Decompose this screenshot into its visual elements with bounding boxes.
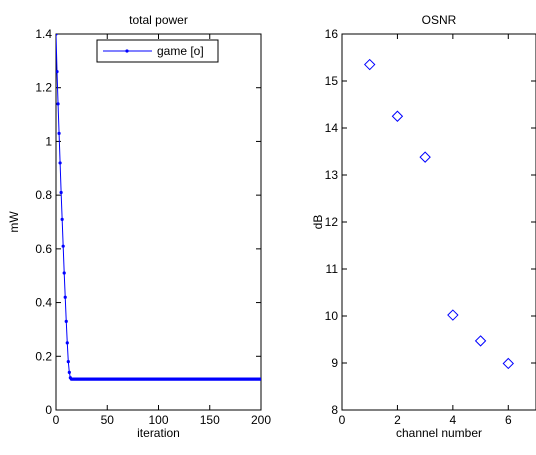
y-axis-label: dB bbox=[311, 215, 325, 230]
data-point bbox=[364, 58, 376, 71]
data-point bbox=[259, 377, 261, 381]
data-point bbox=[65, 341, 69, 345]
chart-title: total power bbox=[129, 13, 188, 27]
plot-area-frame bbox=[55, 33, 262, 411]
y-tick-label: 0 bbox=[45, 403, 52, 417]
data-point bbox=[61, 244, 65, 248]
x-tick-label: 200 bbox=[251, 413, 271, 427]
y-tick-label: 8 bbox=[331, 403, 338, 417]
data-point bbox=[502, 357, 514, 370]
data-point bbox=[66, 360, 70, 364]
series-1 bbox=[364, 58, 514, 370]
chart-1: total power 0 50 100 150 200 0 0.2 0.4 0.6 0.8 1 1.2… bbox=[7, 13, 271, 440]
data-point bbox=[447, 309, 459, 321]
y-tick-label: 16 bbox=[325, 27, 339, 41]
legend-label: game [o] bbox=[157, 44, 204, 58]
x-tick-label: 4 bbox=[450, 413, 457, 427]
y-tick-label: 11 bbox=[326, 262, 339, 276]
y-tick-label: 15 bbox=[325, 74, 339, 88]
y-tick-label: 1.2 bbox=[35, 81, 52, 95]
y-axis-label: mW bbox=[7, 211, 21, 233]
legend: game [o] bbox=[96, 39, 219, 63]
legend-marker bbox=[125, 49, 129, 53]
x-tick-label: 100 bbox=[148, 413, 168, 427]
y-tick-label: 1 bbox=[45, 134, 52, 148]
data-point bbox=[474, 335, 487, 347]
y-tick-label: 9 bbox=[331, 356, 338, 370]
y-tick-label: 14 bbox=[325, 121, 339, 135]
x-tick-label: 0 bbox=[53, 413, 60, 427]
y-tick-label: 0.8 bbox=[35, 188, 52, 202]
data-point bbox=[62, 271, 66, 275]
x-tick-label: 150 bbox=[200, 413, 220, 427]
data-point bbox=[58, 161, 62, 165]
legend-box bbox=[96, 39, 219, 63]
y-tick-label: 0.4 bbox=[35, 296, 52, 310]
y-tick-label: 0.2 bbox=[35, 349, 52, 363]
data-point bbox=[59, 190, 63, 195]
data-point bbox=[56, 34, 58, 36]
y-tick-label: 13 bbox=[325, 168, 339, 182]
y-tick-label: 10 bbox=[325, 309, 339, 323]
data-point bbox=[419, 151, 431, 163]
plot-area-frame bbox=[341, 33, 536, 411]
data-point bbox=[57, 131, 61, 135]
x-tick-label: 0 bbox=[339, 413, 346, 427]
data-point bbox=[67, 370, 71, 374]
x-axis-label: iteration bbox=[137, 426, 180, 440]
chart-title: OSNR bbox=[422, 13, 457, 27]
data-point bbox=[56, 70, 59, 74]
chart-2: OSNR 0 2 4 6 8 9 10 11 12 13 14 15 16 channel number dB bbox=[311, 13, 536, 440]
data-point bbox=[64, 319, 68, 323]
x-tick-label: 2 bbox=[394, 413, 401, 427]
y-tick-label: 1.4 bbox=[35, 27, 52, 41]
data-point bbox=[56, 102, 60, 106]
series-1 bbox=[56, 34, 261, 381]
data-point bbox=[63, 295, 67, 299]
x-tick-label: 50 bbox=[101, 413, 115, 427]
data-point bbox=[60, 217, 64, 221]
data-point bbox=[391, 110, 404, 122]
y-tick-label: 12 bbox=[325, 215, 339, 229]
x-tick-label: 6 bbox=[505, 413, 512, 427]
y-tick-label: 0.6 bbox=[35, 242, 52, 256]
x-axis-label: channel number bbox=[396, 426, 482, 440]
